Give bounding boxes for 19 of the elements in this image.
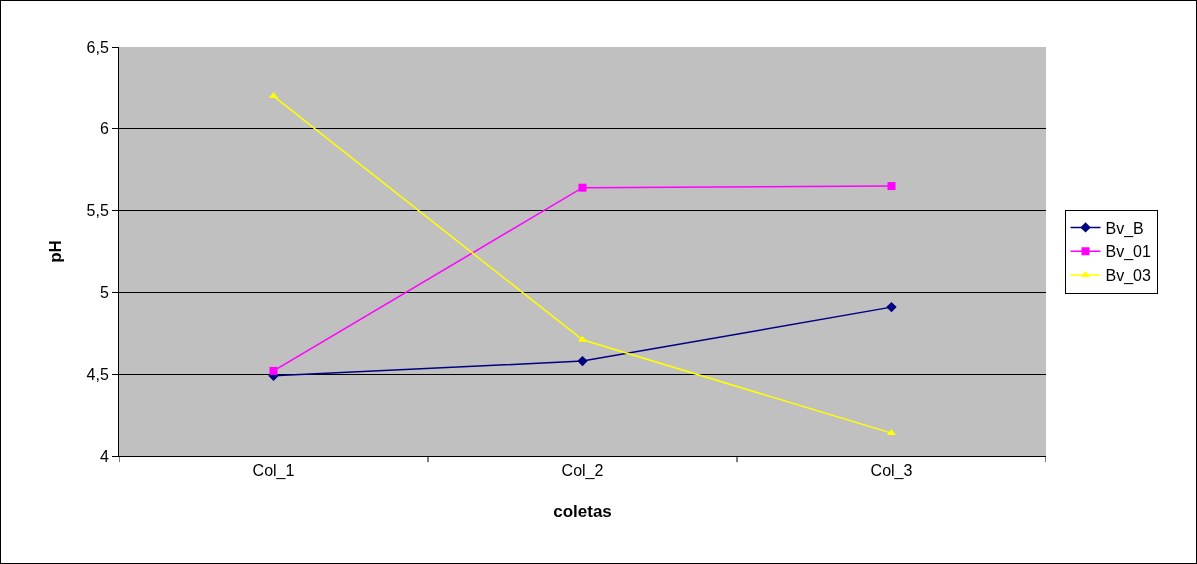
- x-tick-label: Col_2: [561, 462, 604, 481]
- legend-label: Bv_01: [1105, 243, 1152, 262]
- point: [578, 183, 587, 192]
- y-tick-label: 5,5: [86, 202, 109, 220]
- x-axis-title: coletas: [553, 501, 612, 521]
- point: [887, 182, 896, 191]
- point: [886, 301, 897, 313]
- y-tick-label: 6: [99, 120, 109, 138]
- y-tick-label: 5: [99, 284, 109, 301]
- y-tick-label: 6,5: [86, 38, 109, 56]
- y-tick-label: 4,5: [86, 365, 109, 383]
- x-tick-label: Col_3: [870, 462, 913, 481]
- legend-label: Bv_B: [1105, 219, 1144, 238]
- point: [269, 366, 278, 375]
- point: [577, 355, 588, 367]
- y-tick-label: 4: [99, 447, 109, 465]
- y-axis-title: pH: [46, 240, 66, 263]
- x-tick-label: Col_1: [252, 462, 295, 481]
- legend-label: Bv_03: [1105, 267, 1152, 286]
